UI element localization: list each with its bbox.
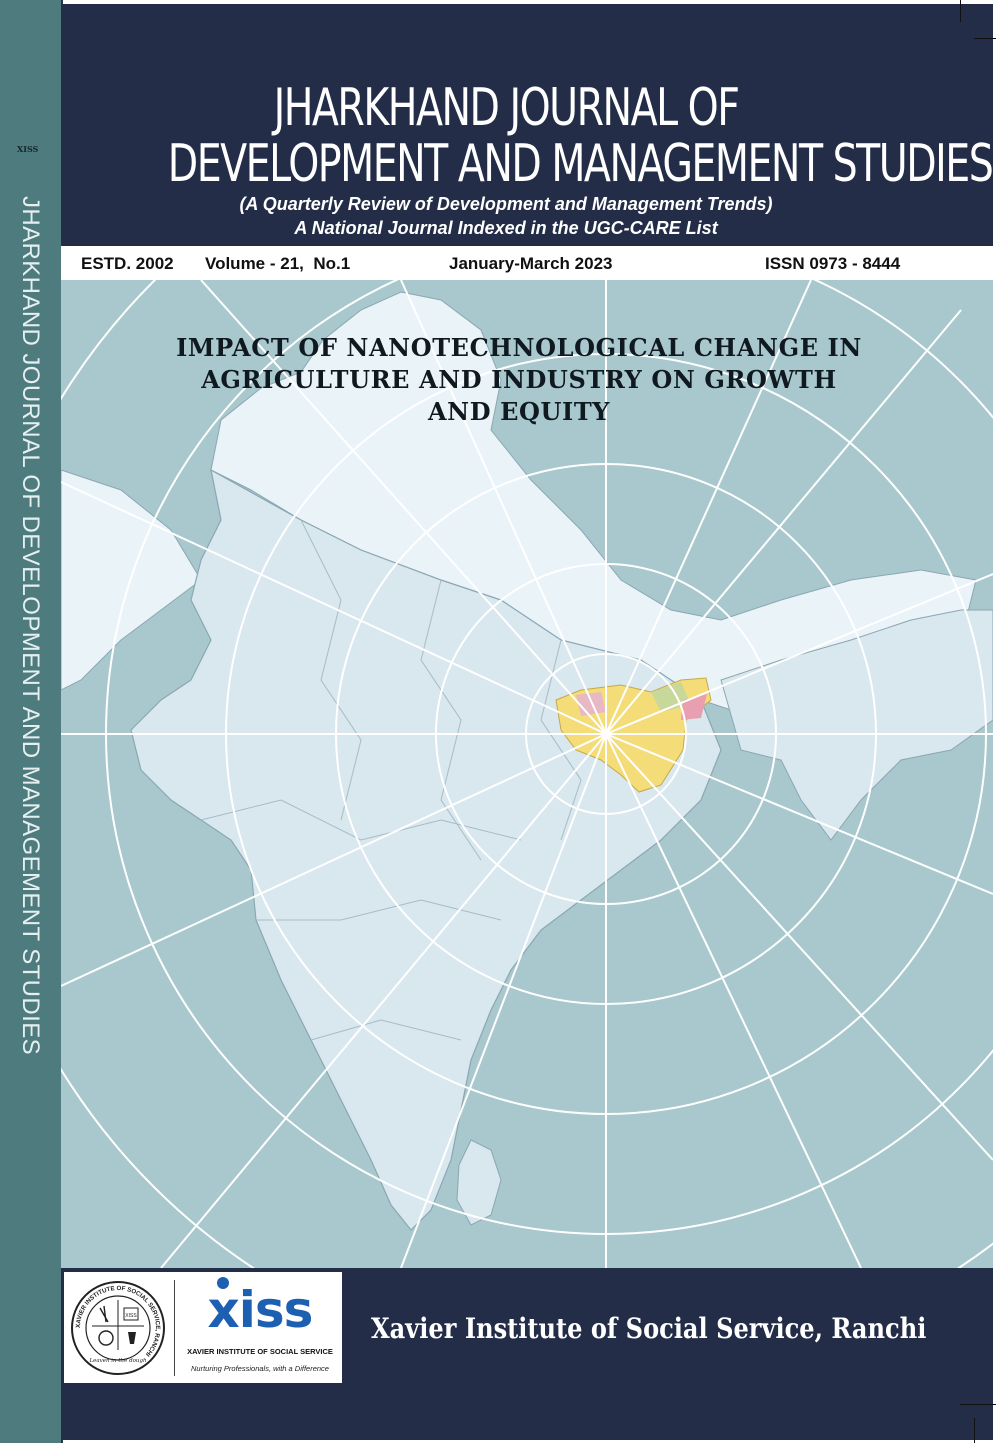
issue-info-bar: ESTD. 2002 Volume - 21, No.1 January-Mar… — [61, 246, 993, 280]
established-year: ESTD. 2002 — [81, 254, 174, 273]
seal-motto: Leaven in the dough — [88, 1358, 147, 1364]
landmass-east — [720, 609, 993, 841]
crop-mark — [974, 1418, 975, 1443]
publisher-footer: XAVIER INSTITUTE OF SOCIAL SERVICE, RANC… — [61, 1268, 993, 1440]
xiss-wordmark: xiss — [207, 1281, 314, 1339]
issn-number: ISSN 0973 - 8444 — [765, 254, 901, 273]
landmass-india — [130, 468, 722, 1231]
logo-dot-icon — [217, 1277, 229, 1289]
issue-period: January-March 2023 — [449, 254, 613, 273]
spine-title: JHARKHAND JOURNAL OF DEVELOPMENT AND MAN… — [17, 196, 44, 1056]
journal-indexing-note: A National Journal Indexed in the UGC-CA… — [294, 218, 718, 238]
volume-number: Volume - 21, No.1 — [205, 254, 351, 273]
masthead: JHARKHAND JOURNAL OF DEVELOPMENT AND MAN… — [61, 4, 993, 246]
india-map-illustration — [61, 280, 993, 1268]
seal-badge-text: XISS — [125, 1313, 137, 1319]
article-title-line2: AGRICULTURE AND INDUSTRY ON GROWTH — [201, 365, 837, 394]
radial-grid — [61, 280, 993, 1268]
crop-mark — [960, 1404, 996, 1405]
institute-seal-icon: XAVIER INSTITUTE OF SOCIAL SERVICE, RANC… — [71, 1281, 165, 1375]
journal-subtitle: (A Quarterly Review of Development and M… — [239, 194, 773, 214]
crop-mark — [974, 38, 996, 39]
article-title: IMPACT OF NANOTECHNOLOGICAL CHANGE IN AG… — [61, 332, 977, 428]
logo-divider — [174, 1280, 175, 1376]
crop-mark — [960, 0, 961, 22]
article-title-line3: AND EQUITY — [427, 397, 611, 426]
journal-title-line1: JHARKHAND JOURNAL OF — [273, 78, 740, 138]
journal-title-line2: DEVELOPMENT AND MANAGEMENT STUDIES — [167, 134, 993, 194]
sri-lanka — [456, 1139, 502, 1226]
spine-tag: XISS — [17, 144, 39, 154]
publisher-logo: XAVIER INSTITUTE OF SOCIAL SERVICE, RANC… — [64, 1272, 342, 1383]
article-title-line1: IMPACT OF NANOTECHNOLOGICAL CHANGE IN — [176, 333, 862, 362]
spine: XISS JHARKHAND JOURNAL OF DEVELOPMENT AN… — [0, 0, 63, 1443]
xiss-tagline: Nurturing Professionals, with a Differen… — [191, 1364, 329, 1373]
cover-map — [61, 280, 993, 1268]
cover: JHARKHAND JOURNAL OF DEVELOPMENT AND MAN… — [61, 4, 993, 1440]
xiss-full-name: XAVIER INSTITUTE OF SOCIAL SERVICE — [187, 1347, 333, 1356]
publisher-name: Xavier Institute of Social Service, Ranc… — [371, 1312, 927, 1345]
